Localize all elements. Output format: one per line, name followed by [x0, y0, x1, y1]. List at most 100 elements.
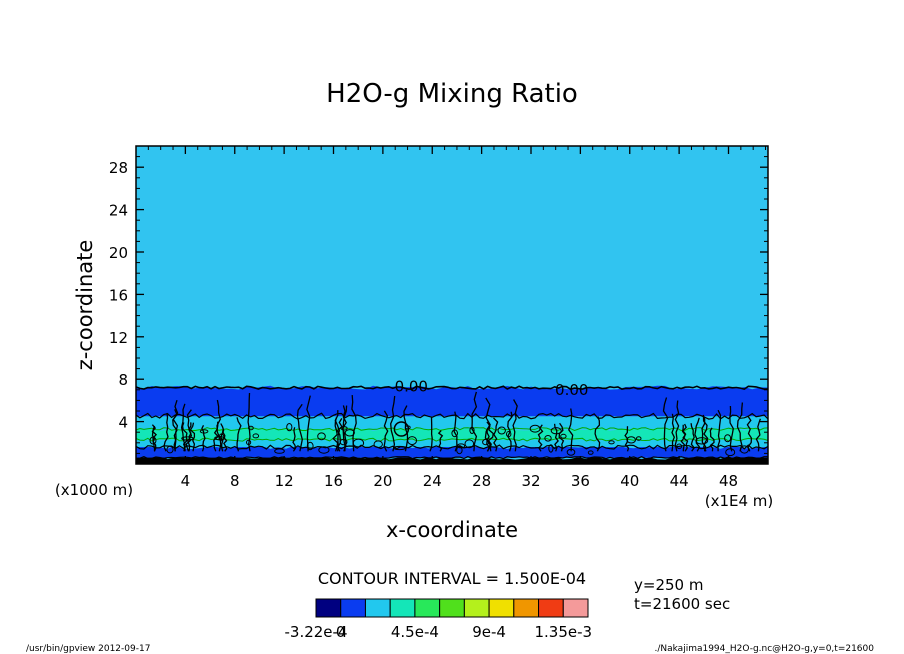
cell-contour — [318, 446, 330, 454]
contour-level-a — [135, 427, 769, 432]
cell-contour — [393, 445, 406, 451]
colorbar — [315, 598, 589, 618]
contour-upper-cloud — [135, 412, 769, 420]
plume-contour — [236, 417, 242, 452]
colorbar-label: 9e-4 — [472, 623, 506, 641]
colorbar-labels: -3.22e-40 4.5e-4 9e-4 1.35e-3 — [285, 623, 593, 641]
contour-level-d — [135, 455, 768, 460]
contour-interval-text: CONTOUR INTERVAL = 1.500E-04 — [318, 569, 586, 588]
plume-contour — [151, 424, 158, 452]
contour-level-b — [135, 437, 769, 442]
cell-contour — [393, 421, 410, 437]
cell-contour — [635, 436, 642, 441]
plume-contour — [390, 395, 396, 452]
chart-title: H2O-g Mixing Ratio — [326, 79, 578, 109]
y-tick-label: 16 — [109, 286, 128, 304]
y-tick-label: 8 — [118, 371, 128, 389]
plume-contour — [568, 408, 574, 452]
plume-contour — [216, 399, 222, 452]
cell-contour — [456, 443, 466, 449]
plot-area: 0.00 0.00 — [135, 145, 769, 465]
colorbar-label: 4.5e-4 — [391, 623, 439, 641]
plume-contour — [690, 423, 696, 452]
contour-level-c — [135, 444, 769, 450]
cell-contour — [340, 426, 348, 431]
cell-contour — [544, 435, 552, 442]
x-tick-label: 40 — [620, 472, 639, 490]
field-band-0 — [136, 455, 768, 464]
x-axis-ticks: 4 8 12 16 20 24 28 32 36 40 44 48 — [147, 146, 767, 490]
plume-contour — [558, 422, 565, 452]
plume-contour — [537, 424, 544, 452]
colorbar-swatch — [463, 598, 490, 618]
cell-contour — [181, 436, 194, 441]
x-tick-label: 4 — [181, 472, 191, 490]
plume-contour — [755, 418, 762, 452]
plume-contour — [306, 395, 311, 452]
plume-contour — [296, 403, 303, 452]
x-tick-label: 24 — [423, 472, 442, 490]
cell-contour — [456, 446, 463, 455]
contour-lines — [135, 385, 769, 460]
y-axis-label: z-coordinate — [73, 240, 97, 371]
cell-contour — [218, 433, 225, 442]
cell-contour — [676, 443, 683, 450]
contour-zero-top — [135, 385, 768, 391]
plume-contour — [220, 423, 225, 452]
y-tick-label: 28 — [109, 159, 128, 177]
colorbar-label: 1.35e-3 — [535, 623, 593, 641]
x-units-left: (x1000 m) — [55, 481, 133, 499]
contour-label: 0.00 — [395, 378, 428, 396]
cell-contour — [373, 440, 383, 449]
plume-contour — [701, 414, 707, 452]
plume-contour — [709, 427, 715, 452]
plume-contour — [221, 430, 228, 452]
colorbar-swatch — [488, 598, 515, 618]
colorbar-swatch — [340, 598, 366, 618]
y-axis-ticks: 4 8 12 16 20 24 28 — [109, 156, 768, 454]
y-tick-label: 24 — [109, 202, 128, 220]
plume-contour — [453, 411, 458, 452]
plume-contour — [292, 427, 297, 452]
x-tick-label: 20 — [373, 472, 392, 490]
cell-contour — [724, 434, 732, 443]
cell-contour — [317, 432, 326, 441]
plume-contour — [736, 402, 744, 452]
cell-contour — [451, 429, 459, 438]
colorbar-swatch — [562, 598, 589, 618]
cell-contour — [464, 439, 475, 449]
x-tick-label: 16 — [324, 472, 343, 490]
contour-labels: 0.00 0.00 — [395, 378, 589, 399]
colorbar-swatch — [414, 598, 441, 618]
plume-contour — [429, 416, 433, 452]
cell-contour — [149, 436, 157, 445]
plume-contour — [674, 400, 680, 452]
cell-contour — [274, 448, 285, 454]
plume-contour — [553, 423, 559, 452]
info-y-value: y=250 m — [634, 576, 703, 594]
cell-contour — [587, 450, 594, 455]
contour-label: 0.00 — [555, 381, 588, 399]
cell-contour — [469, 426, 475, 434]
plume-contour — [172, 400, 179, 452]
cell-contour — [286, 423, 293, 432]
cell-contour — [548, 444, 554, 453]
x-units-right: (x1E4 m) — [705, 492, 774, 510]
cell-contour — [199, 429, 209, 434]
plume-contour — [189, 422, 196, 452]
info-t-value: t=21600 sec — [634, 595, 730, 613]
footer-left: /usr/bin/gpview 2012-09-17 — [26, 644, 150, 654]
plume-contour — [680, 424, 686, 452]
cell-contour — [306, 441, 314, 451]
cell-contour — [166, 445, 174, 454]
y-tick-label: 12 — [109, 329, 128, 347]
x-tick-label: 36 — [571, 472, 590, 490]
colorbar-swatch — [315, 598, 342, 618]
cell-contour — [739, 445, 750, 454]
colorbar-label: 0 — [336, 623, 346, 641]
plume-contour — [717, 409, 722, 452]
cell-contour — [407, 436, 418, 446]
cell-contour — [550, 427, 562, 435]
y-tick-label: 20 — [109, 244, 128, 262]
